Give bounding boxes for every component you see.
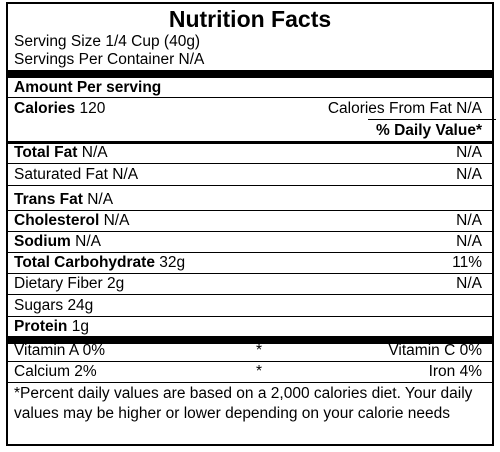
- saturated-fat-label: Saturated Fat: [14, 166, 108, 183]
- vitamin-a: Vitamin A 0%: [14, 342, 106, 359]
- cholesterol-label: Cholesterol: [14, 212, 100, 229]
- sugars-label: Sugars: [14, 297, 64, 314]
- divider: [8, 361, 492, 362]
- serving-size: Serving Size 1/4 Cup (40g): [14, 33, 201, 50]
- dietary-fiber-row: Dietary Fiber 2g: [14, 275, 124, 293]
- label-title: Nutrition Facts: [168, 6, 332, 32]
- divider: [8, 210, 492, 211]
- cholesterol-dv: N/A: [456, 212, 482, 229]
- divider: [8, 163, 492, 164]
- vitamin-separator: *: [256, 342, 263, 359]
- medium-divider: [8, 141, 492, 144]
- total-fat-amount: N/A: [81, 144, 108, 161]
- total-carbohydrate-row: Total Carbohydrate 32g: [14, 254, 185, 272]
- protein-amount: 1g: [71, 318, 89, 335]
- divider: [8, 252, 492, 253]
- trans-fat-row: Trans Fat N/A: [14, 191, 113, 209]
- divider: [8, 185, 492, 186]
- divider: [8, 97, 492, 98]
- nutrition-facts-label: Nutrition Facts Serving Size 1/4 Cup (40…: [6, 2, 496, 446]
- divider: [8, 316, 492, 317]
- cholesterol-amount: N/A: [103, 212, 130, 229]
- mineral-separator: *: [256, 363, 263, 380]
- dietary-fiber-amount: 2g: [107, 275, 125, 292]
- footnote: *Percent daily values are based on a 2,0…: [14, 385, 473, 422]
- divider: [8, 382, 492, 383]
- daily-value-header: % Daily Value*: [376, 122, 482, 139]
- calories-value: 120: [79, 100, 106, 117]
- total-carbohydrate-label: Total Carbohydrate: [14, 254, 155, 271]
- divider: [8, 294, 492, 295]
- total-fat-label: Total Fat: [14, 144, 78, 161]
- sugars-amount: 24g: [67, 297, 94, 314]
- protein-row: Protein 1g: [14, 318, 89, 336]
- sodium-label: Sodium: [14, 233, 71, 250]
- divider: [8, 231, 492, 232]
- total-fat-row: Total Fat N/A: [14, 144, 108, 162]
- total-carbohydrate-amount: 32g: [159, 254, 186, 271]
- cholesterol-row: Cholesterol N/A: [14, 212, 129, 230]
- dietary-fiber-label: Dietary Fiber: [14, 275, 103, 292]
- divider: [368, 119, 496, 120]
- calories-from-fat: Calories From Fat N/A: [328, 100, 482, 118]
- thick-divider: [8, 70, 492, 78]
- servings-per-container: Servings Per Container N/A: [14, 51, 205, 68]
- calories-label: Calories: [14, 100, 76, 117]
- calories-from-fat-value: N/A: [456, 100, 482, 117]
- dietary-fiber-dv: N/A: [456, 275, 482, 292]
- total-fat-dv: N/A: [456, 144, 482, 161]
- divider: [8, 273, 492, 274]
- calcium: Calcium 2%: [14, 363, 97, 380]
- sodium-amount: N/A: [75, 233, 101, 250]
- iron: Iron 4%: [428, 363, 482, 380]
- thick-divider: [8, 336, 492, 344]
- saturated-fat-dv: N/A: [456, 166, 482, 183]
- calories-from-fat-label: Calories From Fat: [327, 100, 452, 117]
- calories-row: Calories 120: [14, 100, 105, 118]
- sodium-row: Sodium N/A: [14, 233, 101, 251]
- total-carbohydrate-dv: 11%: [452, 254, 482, 271]
- protein-label: Protein: [14, 318, 68, 335]
- amount-per-serving: Amount Per serving: [14, 79, 162, 96]
- saturated-fat-amount: N/A: [112, 166, 139, 183]
- sugars-row: Sugars 24g: [14, 297, 93, 315]
- vitamin-c: Vitamin C 0%: [388, 342, 482, 359]
- saturated-fat-row: Saturated Fat N/A: [14, 166, 138, 184]
- sodium-dv: N/A: [456, 233, 482, 250]
- trans-fat-label: Trans Fat: [14, 191, 83, 208]
- trans-fat-amount: N/A: [87, 191, 114, 208]
